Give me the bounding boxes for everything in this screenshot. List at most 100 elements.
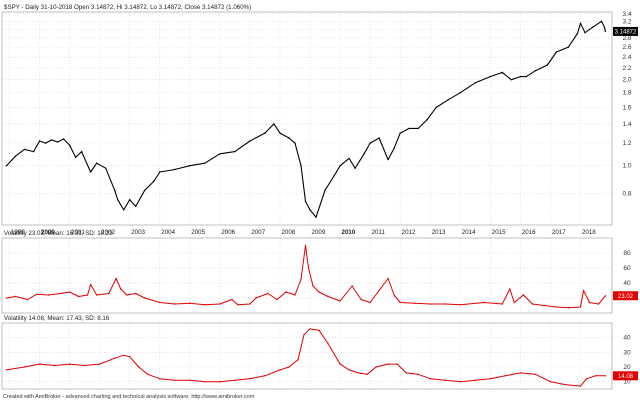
x-tick-label-5: 2004	[161, 229, 175, 236]
data-point-1-15	[135, 292, 137, 295]
data-point-2-29	[357, 372, 359, 374]
series-line-0	[6, 20, 606, 218]
data-point-2-22	[297, 359, 299, 361]
last-value-label-2: 14.08	[618, 374, 634, 380]
panel-title-0: $SPY - Daily 31-10-2018 Open 3.14872, Hi…	[4, 4, 251, 11]
data-point-1-29	[294, 294, 296, 296]
data-point-0-37	[315, 216, 317, 218]
data-point-2-16	[219, 381, 221, 383]
data-point-1-1	[14, 295, 17, 298]
y-tick-label-0-10: 2.8	[622, 35, 631, 42]
data-point-1-6	[68, 291, 71, 293]
data-point-1-19	[189, 302, 191, 304]
data-point-1-51	[522, 294, 525, 296]
y-tick-label-2-1: 20	[623, 364, 631, 371]
data-point-1-54	[555, 306, 558, 308]
data-point-0-24	[189, 165, 191, 167]
data-point-2-36	[429, 378, 431, 380]
data-point-1-32	[307, 267, 310, 269]
x-tick-label-18: 2017	[552, 229, 566, 236]
data-point-1-7	[77, 295, 80, 298]
data-point-0-41	[348, 157, 350, 160]
data-point-0-9	[68, 144, 71, 146]
last-value-label-0: 3.14872	[615, 29, 637, 35]
data-point-2-3	[53, 364, 56, 367]
data-point-1-58	[588, 301, 591, 304]
data-point-0-54	[459, 92, 461, 94]
data-point-2-48	[594, 375, 597, 377]
data-point-2-25	[318, 329, 320, 331]
data-point-0-13	[96, 162, 98, 164]
y-tick-label-0-0: 0.8	[622, 190, 631, 197]
data-point-0-23	[174, 168, 176, 171]
data-point-1-3	[35, 293, 38, 295]
data-point-1-9	[89, 283, 92, 286]
x-tick-label-12: 2011	[372, 229, 386, 236]
data-point-0-0	[5, 165, 8, 167]
x-tick-label-19: 2018	[582, 229, 596, 236]
data-point-2-46	[579, 385, 582, 387]
data-point-0-59	[519, 75, 522, 78]
data-point-0-28	[249, 140, 251, 142]
data-point-1-59	[597, 303, 600, 305]
data-point-2-13	[174, 379, 176, 381]
y-tick-label-0-6: 2.0	[622, 77, 631, 84]
data-point-2-28	[348, 369, 350, 371]
x-tick-label-6: 2005	[191, 229, 205, 236]
data-point-0-27	[234, 150, 236, 153]
data-point-2-9	[129, 356, 131, 358]
data-point-1-0	[5, 297, 8, 299]
data-point-1-12	[115, 277, 117, 280]
data-point-2-21	[288, 366, 290, 368]
data-point-0-7	[56, 141, 59, 143]
data-point-0-16	[117, 199, 119, 201]
data-point-1-48	[501, 303, 503, 305]
data-point-2-31	[375, 366, 377, 368]
data-point-0-57	[501, 71, 503, 74]
data-point-0-6	[50, 139, 53, 141]
data-point-1-53	[543, 304, 546, 307]
data-point-0-65	[576, 32, 579, 35]
data-point-0-60	[525, 75, 528, 78]
data-point-0-45	[378, 137, 380, 139]
data-point-2-37	[444, 379, 446, 381]
data-point-1-41	[393, 294, 395, 296]
data-point-0-32	[288, 137, 290, 139]
data-point-2-42	[519, 372, 522, 374]
series-line-2	[6, 328, 606, 387]
y-tick-label-0-1: 1.0	[622, 163, 631, 170]
data-point-2-7	[114, 357, 116, 359]
data-point-0-4	[38, 140, 41, 142]
data-point-1-40	[387, 277, 389, 280]
data-point-1-24	[249, 303, 251, 305]
data-point-1-18	[174, 303, 176, 305]
data-point-0-56	[489, 75, 491, 78]
data-point-1-39	[369, 301, 371, 304]
data-point-0-69	[600, 20, 603, 22]
data-point-0-42	[354, 167, 356, 169]
data-point-2-24	[309, 328, 311, 330]
data-point-2-26	[327, 342, 329, 345]
panel-title-1: Volatility 23.02, Mean: 16.31, SD: 10.23	[4, 230, 113, 237]
data-point-0-63	[555, 51, 558, 53]
data-point-1-11	[108, 292, 110, 295]
last-value-badge-2	[613, 371, 638, 381]
data-point-0-3	[32, 150, 35, 153]
data-point-1-4	[47, 294, 50, 296]
data-point-1-25	[255, 297, 257, 299]
data-point-0-66	[579, 22, 582, 24]
data-point-2-35	[417, 373, 419, 375]
data-point-0-53	[447, 99, 449, 101]
data-point-0-29	[264, 132, 266, 134]
data-point-2-27	[339, 363, 341, 365]
y-tick-label-0-4: 1.6	[622, 104, 631, 111]
data-point-1-46	[459, 304, 461, 306]
y-tick-label-0-12: 3.2	[622, 18, 631, 25]
y-tick-label-1-2: 60	[623, 265, 631, 272]
data-point-0-22	[159, 171, 161, 173]
data-point-0-67	[584, 32, 586, 34]
y-tick-label-0-8: 2.4	[622, 54, 631, 61]
data-point-2-5	[83, 364, 86, 367]
